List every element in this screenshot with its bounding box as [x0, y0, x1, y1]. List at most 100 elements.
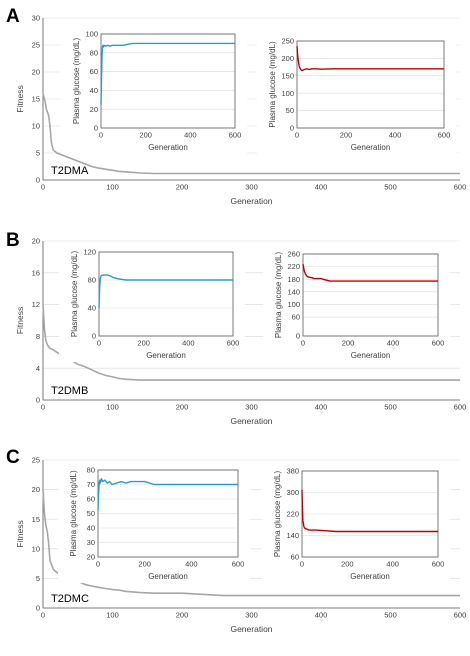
x-tick-label: 400 [315, 403, 328, 412]
y-tick-label: 80 [90, 48, 98, 57]
y-tick-label: 150 [281, 71, 294, 80]
y-tick-label: 200 [281, 54, 294, 63]
y-tick-label: 0 [36, 176, 40, 185]
x-tick-label: 400 [184, 131, 197, 140]
inset-red: 0 50 100 150 200 250 0 200 400 600 Generation Plasm… [257, 35, 456, 154]
x-tick-label: 0 [41, 611, 45, 620]
x-tick-label: 400 [387, 339, 400, 348]
inset-x-axis-title: Generation [350, 572, 390, 581]
inset-x-axis-title: Generation [351, 143, 391, 152]
y-tick-label: 120 [83, 248, 96, 257]
plot-frame [302, 253, 439, 337]
y-tick-label: 60 [291, 553, 299, 562]
y-tick-label: 0 [94, 124, 98, 133]
x-axis-title: Generation [230, 416, 272, 426]
y-tick-label: 5 [36, 574, 40, 583]
x-tick-label: 0 [41, 403, 45, 412]
x-tick-label: 400 [182, 339, 195, 348]
y-tick-label: 8 [36, 332, 40, 341]
x-tick-label: 200 [139, 131, 152, 140]
x-tick-label: 0 [41, 183, 45, 192]
x-tick-label: 500 [384, 183, 397, 192]
y-tick-label: 60 [90, 67, 98, 76]
y-tick-label: 30 [32, 14, 40, 23]
panel-letter: C [6, 447, 20, 468]
glucose-series-line [302, 263, 438, 282]
y-tick-label: 10 [32, 544, 40, 553]
y-tick-label: 0 [290, 124, 294, 133]
plot-frame [296, 40, 445, 129]
x-tick-label: 0 [300, 560, 304, 569]
x-tick-label: 0 [301, 339, 305, 348]
x-tick-label: 0 [295, 131, 299, 140]
y-tick-label: 5 [36, 149, 40, 158]
x-tick-label: 600 [432, 560, 445, 569]
y-tick-label: 50 [286, 106, 294, 115]
x-tick-label: 400 [315, 183, 328, 192]
y-tick-label: 20 [90, 105, 98, 114]
panel-letter: B [6, 230, 20, 251]
inset-x-axis-title: Generation [148, 143, 188, 152]
y-tick-label: 15 [32, 95, 40, 104]
y-tick-label: 40 [88, 304, 96, 313]
glucose-series-line [296, 46, 444, 72]
y-tick-label: 260 [287, 250, 300, 259]
x-tick-label: 200 [341, 560, 354, 569]
y-tick-label: 25 [32, 456, 40, 465]
glucose-series-line [97, 478, 238, 511]
y-axis-title: Fitness [15, 85, 25, 112]
y-tick-label: 380 [286, 467, 299, 476]
y-tick-label: 20 [32, 485, 40, 494]
y-tick-label: 0 [296, 332, 300, 341]
y-tick-label: 80 [87, 466, 95, 475]
y-tick-label: 250 [281, 37, 294, 46]
x-tick-label: 300 [245, 403, 258, 412]
dataset-label: T2DMA [51, 165, 89, 177]
y-tick-label: 100 [281, 89, 294, 98]
y-tick-label: 0 [92, 332, 96, 341]
x-tick-label: 0 [99, 131, 103, 140]
glucose-series-line [100, 42, 235, 105]
y-tick-label: 40 [90, 86, 98, 95]
y-tick-label: 140 [286, 531, 299, 540]
x-tick-label: 600 [454, 403, 467, 412]
y-tick-label: 40 [87, 524, 95, 533]
y-tick-label: 100 [85, 30, 98, 39]
x-tick-label: 200 [342, 339, 355, 348]
y-tick-label: 50 [87, 509, 95, 518]
dataset-label: T2DMB [51, 385, 88, 397]
inset-y-axis-title: Plasma glucose (mg/dL) [70, 251, 79, 338]
y-tick-label: 4 [36, 364, 40, 373]
y-tick-label: 140 [287, 287, 300, 296]
y-tick-label: 16 [32, 268, 40, 277]
inset-red: 0 60 100 140 180 220 260 0 200 400 600 Generation Pl… [263, 248, 450, 362]
x-tick-label: 200 [340, 131, 353, 140]
x-tick-label: 500 [384, 403, 397, 412]
x-tick-label: 0 [97, 339, 101, 348]
inset-background [59, 246, 245, 362]
y-tick-label: 12 [32, 300, 40, 309]
y-tick-label: 0 [36, 396, 40, 405]
x-tick-label: 0 [96, 560, 100, 569]
inset-y-axis-title: Plasma glucose (mg/dL) [72, 38, 81, 125]
x-tick-label: 600 [232, 560, 245, 569]
inset-y-axis-title: Plasma glucose (mg/dL) [268, 41, 277, 128]
inset-background [263, 248, 450, 362]
y-axis-title: Fitness [15, 307, 25, 334]
y-tick-label: 180 [287, 275, 300, 284]
inset-x-axis-title: Generation [146, 351, 186, 360]
y-tick-label: 20 [32, 237, 40, 246]
glucose-series-line [301, 489, 438, 533]
x-tick-label: 400 [315, 611, 328, 620]
inset-blue: 0 20 40 60 80 100 0 200 400 600 Generation Plasma g… [61, 28, 247, 154]
x-tick-label: 600 [454, 183, 467, 192]
x-tick-label: 100 [106, 611, 119, 620]
inset-background [257, 35, 456, 154]
y-tick-label: 10 [32, 122, 40, 131]
y-tick-label: 60 [87, 495, 95, 504]
x-tick-label: 600 [454, 611, 467, 620]
x-tick-label: 600 [438, 131, 451, 140]
